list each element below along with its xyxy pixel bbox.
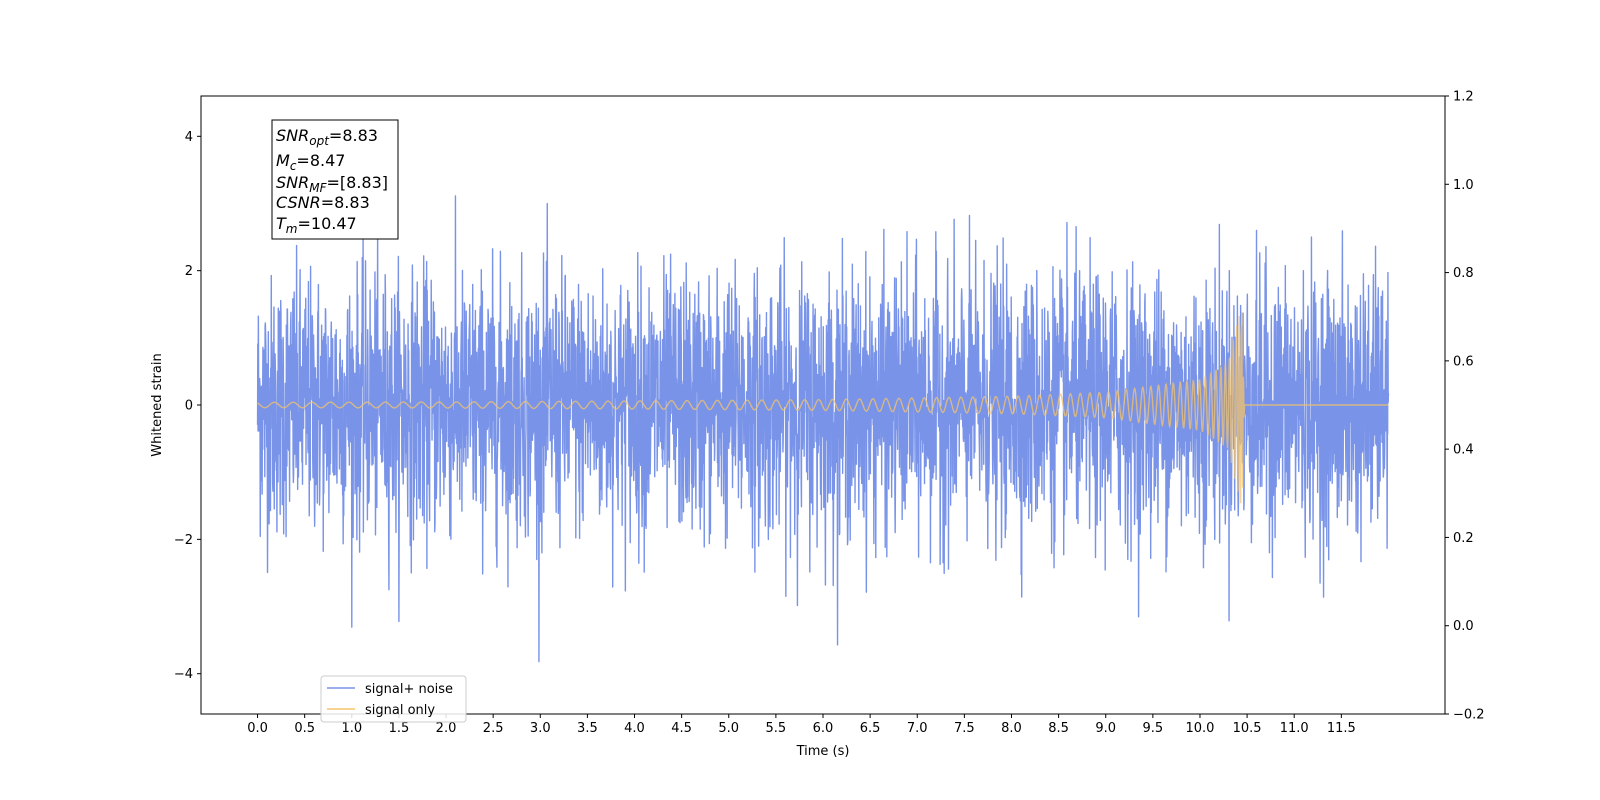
y-right-tick-label: −0.2 xyxy=(1453,708,1485,723)
stats-annotation: SNRopt=8.83 Mc=8.47 SNRMF=[8.83] CSNR=8.… xyxy=(271,119,399,240)
x-tick-label: 4.0 xyxy=(624,721,645,736)
legend-box xyxy=(320,675,467,723)
x-tick-label: 5.5 xyxy=(766,721,787,736)
x-tick-label: 4.5 xyxy=(671,721,692,736)
x-tick-label: 6.0 xyxy=(813,721,834,736)
x-tick-label: 10.0 xyxy=(1185,721,1214,736)
y-right-tick-label: 0.2 xyxy=(1453,531,1474,546)
y-tick-label: 4 xyxy=(185,130,193,145)
y-tick-label: −4 xyxy=(174,667,193,682)
x-tick-label: 8.5 xyxy=(1048,721,1069,736)
x-tick-label: 2.0 xyxy=(436,721,457,736)
annotation-box xyxy=(271,119,399,240)
x-tick-label: 7.5 xyxy=(954,721,975,736)
annotation-line-snr-opt: SNRopt=8.83 xyxy=(276,126,378,148)
x-tick-label: 3.0 xyxy=(530,721,551,736)
x-tick-label: 7.0 xyxy=(907,721,928,736)
annotation-line-tm: Tm=10.47 xyxy=(276,214,357,236)
x-tick-label: 9.0 xyxy=(1095,721,1116,736)
y-right-tick-label: 0.4 xyxy=(1453,443,1474,458)
x-tick-label: 8.0 xyxy=(1001,721,1022,736)
x-tick-label: 6.5 xyxy=(860,721,881,736)
x-axis-label: Time (s) xyxy=(796,744,850,759)
annotation-line-mc: Mc=8.47 xyxy=(276,151,345,173)
x-tick-label: 3.5 xyxy=(577,721,598,736)
x-tick-label: 9.5 xyxy=(1143,721,1164,736)
legend-label-signal-noise: signal+ noise xyxy=(365,682,453,697)
x-tick-label: 0.5 xyxy=(294,721,315,736)
y-tick-label: −2 xyxy=(174,533,193,548)
y-right-tick-label: 0.8 xyxy=(1453,266,1474,281)
x-tick-label: 11.5 xyxy=(1327,721,1356,736)
x-tick-label: 0.0 xyxy=(247,721,268,736)
y-right-tick-label: 1.0 xyxy=(1453,178,1474,193)
x-tick-label: 10.5 xyxy=(1233,721,1262,736)
series-signal-only-line xyxy=(257,312,1389,504)
x-tick-label: 11.0 xyxy=(1280,721,1309,736)
y-tick-label: 2 xyxy=(185,264,193,279)
y-right-tick-label: 0.0 xyxy=(1453,619,1474,634)
annotation-line-snr-mf: SNRMF=[8.83] xyxy=(276,173,388,195)
x-tick-label: 5.0 xyxy=(718,721,739,736)
y-right-tick-label: 1.2 xyxy=(1453,90,1474,105)
legend-label-signal-only: signal only xyxy=(365,703,435,718)
series-signal-noise-line xyxy=(256,195,1390,663)
legend: signal+ noise signal only xyxy=(320,675,467,723)
x-tick-label: 1.0 xyxy=(341,721,362,736)
x-tick-label: 1.5 xyxy=(389,721,410,736)
y-axis-label: Whitened strain xyxy=(150,353,165,456)
y-tick-label: 0 xyxy=(185,399,193,414)
y-right-tick-label: 0.6 xyxy=(1453,354,1474,369)
annotation-line-csnr: CSNR=8.83 xyxy=(276,193,370,212)
x-tick-label: 2.5 xyxy=(483,721,504,736)
